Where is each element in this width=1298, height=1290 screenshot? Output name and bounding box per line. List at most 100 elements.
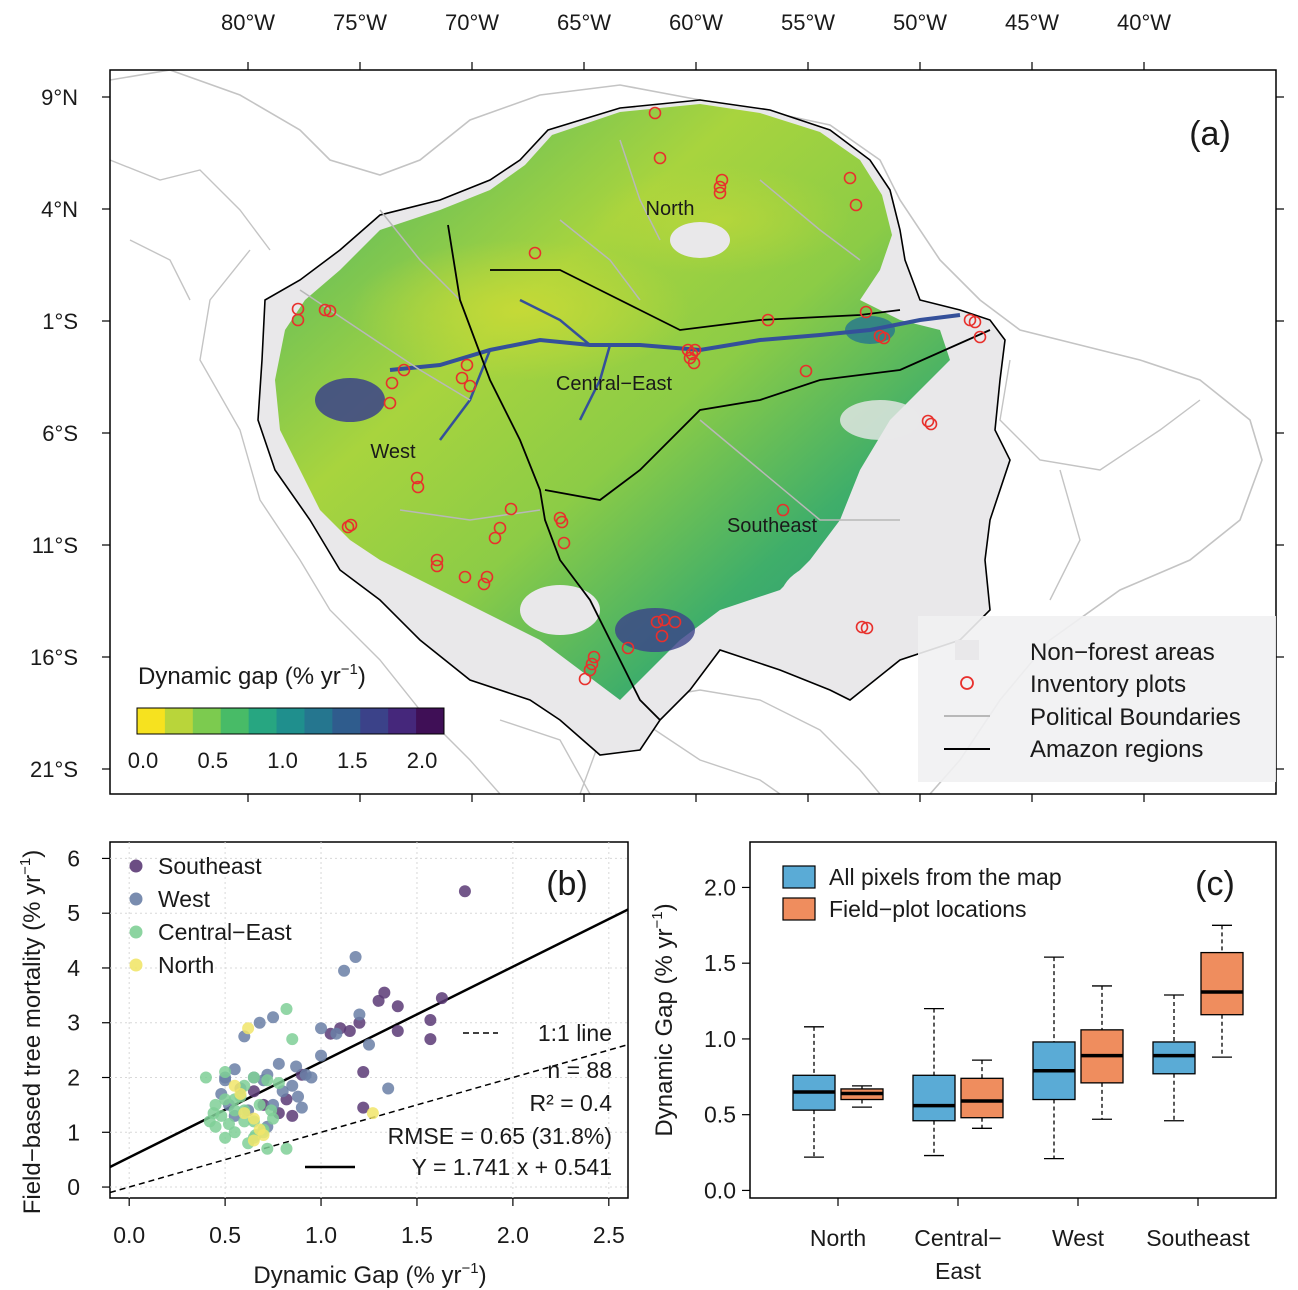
scatter-point [219,1074,232,1087]
scatter-panel: 0.0 0.5 1.0 1.5 2.0 2.5 0 1 2 3 4 5 6 Southeast West… [17,841,629,1289]
inventory-plot-marker [480,570,494,584]
scatter-legend-label: Central−East [158,919,292,945]
inventory-plot-marker [410,471,424,485]
scatter-legend-marker [129,892,143,906]
inventory-plot-marker [681,343,695,357]
scatter-point [382,1082,395,1095]
colorbar-segment [388,708,417,734]
colorbar-segment [192,708,222,734]
scatter-point [253,1016,266,1029]
lat-label: 9°N [41,85,78,110]
colorbar-tick-label: 0.0 [128,748,159,773]
colorbar-tick-label: 0.5 [197,748,228,773]
inventory-plot-marker [463,379,477,393]
inventory-plot-marker [493,521,507,535]
inventory-plot-marker [477,577,491,591]
scatter-ylabel: Field−based tree mortality (% yr−1) [17,850,46,1215]
scatter-point [286,1033,299,1046]
scatter-point [253,1098,266,1111]
box-y-tick-label: 0.0 [704,1177,736,1203]
inventory-plot-marker [973,330,987,344]
colorbar-segment [332,708,361,734]
panel-label-c: (c) [1195,865,1235,903]
box-body [1152,1041,1196,1075]
scatter-y-tick-label: 6 [67,845,80,871]
scatter-point [391,1024,404,1037]
scatter-point [265,1104,278,1117]
longitude-labels: 80°W 75°W 70°W 65°W 60°W 55°W 50°W 45°W 40°W [221,10,1171,802]
inventory-plot-marker [877,331,891,345]
inventory-plot-marker [458,570,472,584]
box-x-tick-label: North [810,1225,866,1251]
scatter-x-tick-label: 2.5 [593,1222,625,1248]
inventory-plot-marker [713,180,727,194]
legend-label-political: Political Boundaries [1030,704,1241,731]
colorbar-border [136,707,445,735]
scatter-point [228,1104,241,1117]
colorbar-tick-label: 2.0 [407,748,438,773]
inventory-plot-marker [655,629,669,643]
inventory-plot-marker [557,536,571,550]
inventory-plot-marker [383,396,397,410]
scatter-legend-label: North [158,952,214,978]
inventory-plot-marker [291,313,305,327]
scatter-point [247,1085,260,1098]
colorbar-segment [416,708,445,734]
inventory-plot-marker [855,620,869,634]
inventory-plot-marker [715,173,729,187]
scatter-point [299,1068,312,1081]
scatter-point [286,1109,299,1122]
country-outline-south [499,719,781,794]
box-x-tick-label: Southeast [1146,1225,1250,1251]
region-label-central-east: Central−East [556,373,673,395]
scatter-point [222,1118,235,1131]
inventory-plot-marker [385,376,399,390]
colorbar-segment [137,708,166,734]
lon-label: 70°W [445,10,499,35]
legend-plot-marker [960,676,974,690]
inventory-plot-marker [430,559,444,573]
lon-label: 45°W [1005,10,1059,35]
scatter-point [353,1008,366,1021]
lat-label: 16°S [30,645,78,670]
colorbar-segment [220,708,250,734]
scatter-point [290,1060,303,1073]
inventory-plot-marker [341,520,355,534]
box-legend-swatch-pixels [782,865,816,889]
scatter-x-ticks: 0.0 0.5 1.0 1.5 2.0 2.5 [113,1198,625,1248]
lon-label: 50°W [893,10,947,35]
scatter-point [363,1038,375,1051]
region-boundary [490,269,901,331]
scatter-legend-marker [129,958,143,972]
scatter-y-tick-label: 2 [67,1065,80,1091]
scatter-point [207,1107,220,1120]
scatter-grid [110,842,628,1198]
box-y-tick-label: 1.0 [704,1026,736,1052]
box-body [960,1077,1004,1119]
inventory-plot-marker [650,615,664,629]
scatter-point [330,1027,343,1040]
scatter-lines [109,908,629,1194]
stat-n: n = 88 [547,1057,612,1083]
inventory-plot-marker [555,515,569,529]
inventory-plot-marker [587,650,601,664]
inventory-plot-marker [859,305,873,319]
scatter-point [228,1063,241,1076]
scatter-point [219,1131,232,1144]
map-panel: 80°W 75°W 70°W 65°W 60°W 55°W 50°W 45°W 40°W 9°N… [30,10,1284,802]
inventory-plot-marker [323,304,337,318]
colorbar-title: Dynamic gap (% yr−1) [138,661,366,690]
colorbar-segment [304,708,333,734]
scatter-point [247,1071,260,1084]
scatter-point [357,1101,370,1114]
colorbar-segment [164,708,194,734]
low-gap-zone-north [590,165,850,275]
scatter-legend: Southeast West Central−East North [129,853,292,978]
scatter-legend-label: West [158,886,211,912]
box-y-tick-label: 1.5 [704,950,736,976]
scatter-point [292,1090,305,1103]
legend-nonforest-swatch [955,640,979,660]
scatter-point [424,1014,437,1026]
scatter-point [286,1079,299,1092]
